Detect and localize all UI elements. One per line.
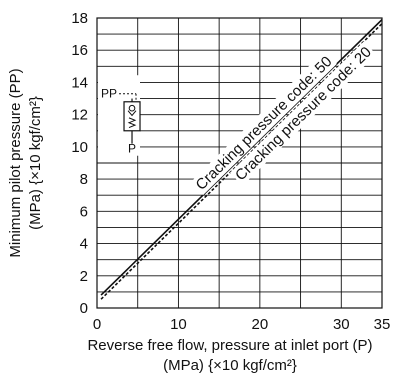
y-tick-label: 12 bbox=[71, 107, 88, 124]
y-tick-label: 2 bbox=[80, 268, 88, 285]
x-axis-label-line2: (MPa) {×10 kgf/cm²} bbox=[163, 357, 297, 374]
y-axis-label-line2: (MPa) {×10 kgf/cm²} bbox=[27, 96, 44, 230]
valve-seat bbox=[127, 110, 137, 117]
x-tick-label: 30 bbox=[333, 316, 350, 333]
series-lines bbox=[100, 19, 383, 300]
y-tick-label: 10 bbox=[71, 139, 88, 156]
x-tick-label: 10 bbox=[170, 316, 187, 333]
y-tick-label: 16 bbox=[71, 42, 88, 59]
symbol-pp-label: PP bbox=[101, 87, 117, 101]
symbol-p-label: P bbox=[128, 142, 136, 156]
series-line bbox=[100, 23, 383, 300]
tick-labels: 0 10 20 30 35 0 2 4 6 8 10 12 14 16 18 bbox=[71, 10, 390, 333]
curve-label-group: Cracking pressure code: 50 bbox=[190, 51, 337, 196]
valve-spring bbox=[127, 117, 137, 129]
x-tick-label: 35 bbox=[374, 316, 391, 333]
curve-label-group: Cracking pressure code: 20 bbox=[229, 41, 377, 186]
curve-label-bg bbox=[190, 51, 337, 196]
y-tick-label: 6 bbox=[80, 203, 88, 220]
curve-label-bg bbox=[229, 41, 377, 186]
x-tick-label: 20 bbox=[252, 316, 269, 333]
y-tick-label: 0 bbox=[80, 300, 88, 317]
x-tick-label: 0 bbox=[93, 316, 101, 333]
y-tick-label: 18 bbox=[71, 10, 88, 27]
plot-frame bbox=[96, 17, 383, 309]
valve-ball bbox=[128, 104, 136, 112]
pilot-check-valve-symbol: PPP bbox=[98, 75, 141, 156]
curve-label: Cracking pressure code: 50 bbox=[193, 53, 336, 194]
valve-body bbox=[123, 101, 141, 132]
y-tick-label: 4 bbox=[80, 236, 88, 253]
series-line bbox=[100, 19, 383, 296]
y-axis-label-line1: Minimum pilot pressure (PP) bbox=[7, 68, 24, 257]
x-axis-label-line1: Reverse free flow, pressure at inlet por… bbox=[87, 337, 372, 354]
y-tick-label: 14 bbox=[71, 74, 88, 91]
y-tick-label: 8 bbox=[80, 171, 88, 188]
